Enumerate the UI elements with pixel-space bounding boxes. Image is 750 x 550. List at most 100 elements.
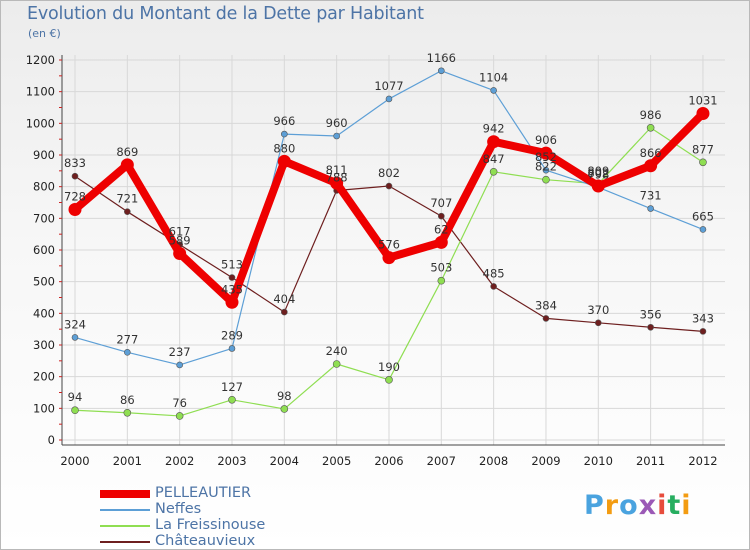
legend-swatch xyxy=(100,541,150,543)
data-point-pelleautier xyxy=(225,295,239,309)
data-point-pelleautier xyxy=(591,179,605,193)
data-label-pelleautier: 435 xyxy=(221,282,243,296)
series-layer xyxy=(68,67,710,420)
data-label-la-freissinouse: 127 xyxy=(221,380,243,394)
data-label-neffes: 237 xyxy=(169,345,191,359)
data-point-neffes xyxy=(542,166,550,174)
data-label-pelleautier: 802 xyxy=(587,166,609,180)
x-tick-label: 2008 xyxy=(479,454,508,468)
data-label-neffes: 852 xyxy=(535,150,557,164)
data-point-neffes xyxy=(385,95,393,103)
y-tick-label: 100 xyxy=(33,401,55,415)
y-tick-label: 700 xyxy=(33,211,55,225)
data-label-la-freissinouse: 240 xyxy=(326,344,348,358)
data-point-pelleautier xyxy=(68,202,82,216)
x-tick-label: 2011 xyxy=(636,454,665,468)
data-label-la-freissinouse: 503 xyxy=(430,261,452,275)
x-tick-label: 2003 xyxy=(217,454,246,468)
data-point-la-freissinouse xyxy=(489,167,498,176)
data-label-neffes: 1104 xyxy=(479,70,508,84)
logo-letter: i xyxy=(681,490,692,521)
y-tick-label: 200 xyxy=(33,370,55,384)
data-point-chateauvieux xyxy=(438,212,445,220)
y-tick-label: 800 xyxy=(33,180,55,194)
data-label-chateauvieux: 833 xyxy=(64,156,86,170)
data-label-pelleautier: 942 xyxy=(483,122,505,136)
data-label-la-freissinouse: 76 xyxy=(172,396,187,410)
x-tick-label: 2000 xyxy=(60,454,89,468)
data-label-chateauvieux: 721 xyxy=(116,192,138,206)
data-point-chateauvieux xyxy=(542,315,550,322)
data-point-la-freissinouse xyxy=(437,276,446,285)
data-point-pelleautier xyxy=(539,146,553,160)
data-label-chateauvieux: 802 xyxy=(378,166,400,180)
data-label-chateauvieux: 370 xyxy=(587,303,609,317)
x-tick-label: 2004 xyxy=(270,454,299,468)
chart-title: Evolution du Montant de la Dette par Hab… xyxy=(27,4,424,24)
logo-letter: t xyxy=(667,490,682,521)
legend-label: Châteauvieux xyxy=(155,533,256,549)
data-point-la-freissinouse xyxy=(699,158,707,167)
legend-label: PELLEAUTIER xyxy=(155,485,252,501)
data-label-neffes: 966 xyxy=(273,114,295,128)
x-tick-label: 2009 xyxy=(531,454,560,468)
data-label-la-freissinouse: 986 xyxy=(640,108,662,122)
data-label-la-freissinouse: 94 xyxy=(68,390,83,404)
x-tick-label: 2005 xyxy=(322,454,351,468)
data-point-neffes xyxy=(176,361,183,369)
data-point-la-freissinouse xyxy=(646,123,655,132)
y-tick-label: 900 xyxy=(33,148,55,162)
y-tick-label: 1100 xyxy=(26,85,55,99)
data-label-pelleautier: 576 xyxy=(378,238,400,252)
y-tick-label: 0 xyxy=(48,433,55,447)
data-point-neffes xyxy=(647,205,654,212)
data-point-pelleautier xyxy=(277,154,291,168)
data-label-neffes: 277 xyxy=(116,332,138,346)
logo-letter: P xyxy=(584,490,605,521)
data-point-chateauvieux xyxy=(71,172,79,180)
data-label-la-freissinouse: 86 xyxy=(120,393,135,407)
legend-swatch xyxy=(100,509,150,511)
data-label-chateauvieux: 485 xyxy=(483,266,505,280)
data-label-neffes: 798 xyxy=(587,167,609,181)
data-label-neffes: 1166 xyxy=(427,51,456,65)
data-label-neffes: 665 xyxy=(692,209,714,223)
data-label-chateauvieux: 356 xyxy=(640,307,662,321)
data-point-chateauvieux xyxy=(281,308,288,316)
data-label-neffes: 289 xyxy=(221,328,243,342)
data-point-chateauvieux xyxy=(490,283,497,290)
x-tick-label: 2002 xyxy=(165,454,194,468)
legend-swatch xyxy=(100,525,150,527)
logo-letter: i xyxy=(657,490,668,521)
data-point-chateauvieux xyxy=(594,319,602,327)
data-label-neffes: 731 xyxy=(640,189,662,203)
data-label-chateauvieux: 513 xyxy=(221,258,243,272)
data-point-neffes xyxy=(228,345,236,352)
data-label-la-freissinouse: 190 xyxy=(378,360,400,374)
data-label-la-freissinouse: 98 xyxy=(277,389,292,403)
data-point-neffes xyxy=(438,67,445,75)
x-tick-label: 2012 xyxy=(688,454,717,468)
data-label-chateauvieux: 404 xyxy=(273,292,295,306)
data-point-neffes xyxy=(281,130,288,138)
y-tick-label: 400 xyxy=(33,306,55,320)
data-point-pelleautier xyxy=(173,246,187,260)
data-point-la-freissinouse xyxy=(228,395,236,404)
x-tick-label: 2007 xyxy=(427,454,456,468)
data-point-la-freissinouse xyxy=(542,175,550,184)
y-tick-label: 1000 xyxy=(26,116,55,130)
data-point-chateauvieux xyxy=(228,274,236,281)
data-label-la-freissinouse: 809 xyxy=(587,164,609,178)
logo-letter: o xyxy=(619,490,639,521)
data-point-chateauvieux xyxy=(124,208,131,215)
data-point-pelleautier xyxy=(644,159,658,173)
data-label-pelleautier: 906 xyxy=(535,133,557,147)
data-label-pelleautier: 866 xyxy=(640,146,662,160)
x-tick-label: 2006 xyxy=(374,454,403,468)
data-label-pelleautier: 62 xyxy=(434,222,449,236)
data-label-pelleautier: 869 xyxy=(116,145,138,159)
data-label-la-freissinouse: 822 xyxy=(535,160,557,174)
data-point-la-freissinouse xyxy=(385,376,393,384)
data-point-chateauvieux xyxy=(385,182,393,190)
data-labels: 833 721 617 513 404 788 802 707 485 384 370 356 343 9… xyxy=(64,51,718,410)
